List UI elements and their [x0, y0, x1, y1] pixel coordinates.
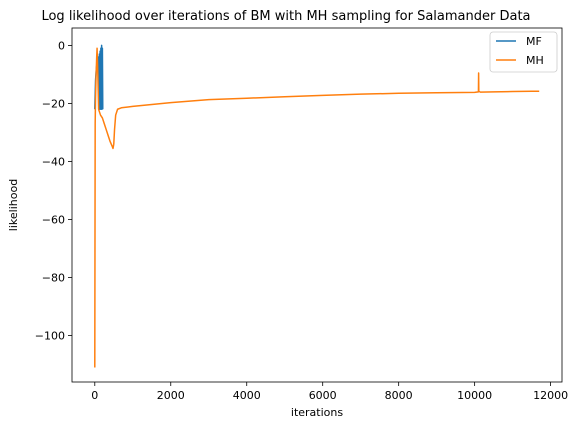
series-layer — [94, 44, 540, 368]
y-tick-label: 0 — [58, 39, 65, 52]
y-tick-label: −100 — [35, 330, 65, 343]
legend-label-mf: MF — [526, 35, 542, 48]
ticks-layer: 0 2000 4000 6000 8000 10000 12000 0 −20 −40 −60 −80… — [35, 39, 568, 402]
chart-title: Log likelihood over iterations of BM wit… — [41, 9, 530, 24]
x-tick-label: 0 — [91, 389, 98, 402]
series-line-mh — [94, 47, 540, 368]
x-tick-label: 4000 — [233, 389, 261, 402]
x-tick-label: 8000 — [385, 389, 413, 402]
x-tick-label: 6000 — [309, 389, 337, 402]
x-tick-label: 12000 — [533, 389, 568, 402]
y-tick-label: −60 — [42, 214, 65, 227]
x-tick-label: 2000 — [157, 389, 185, 402]
legend-label-mh: MH — [526, 54, 544, 67]
plot-area — [72, 28, 562, 382]
y-axis-label: likelihood — [7, 179, 20, 231]
legend: MF MH — [489, 31, 558, 73]
y-tick-label: −80 — [42, 272, 65, 285]
x-axis-label: iterations — [291, 406, 343, 419]
plot-frame — [71, 27, 563, 383]
y-tick-label: −20 — [42, 97, 65, 110]
legend-box — [489, 31, 558, 73]
y-tick-label: −40 — [42, 155, 65, 168]
x-tick-label: 10000 — [457, 389, 492, 402]
